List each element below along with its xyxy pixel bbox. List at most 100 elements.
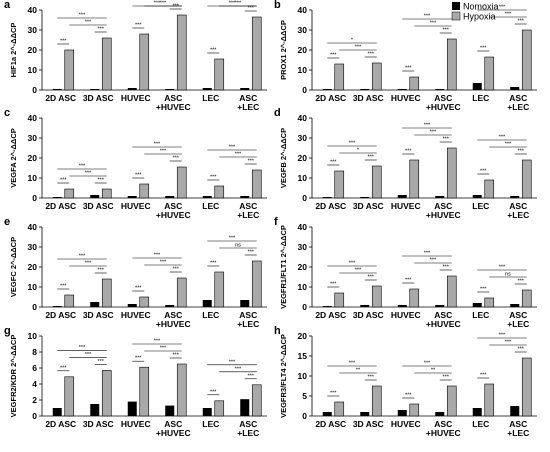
bar-normoxia bbox=[202, 88, 212, 90]
bar-hypoxia bbox=[251, 169, 262, 199]
bar-normoxia bbox=[202, 300, 212, 307]
significance-label: *** bbox=[480, 169, 487, 175]
significance-label: *** bbox=[499, 333, 506, 339]
x-tick-label: HUVEC bbox=[121, 310, 151, 320]
bar-normoxia bbox=[127, 88, 137, 90]
significance-label: *** bbox=[173, 267, 180, 273]
y-tick-label: 10 bbox=[28, 282, 38, 292]
bar-hypoxia bbox=[334, 401, 345, 417]
significance-label: *** bbox=[330, 160, 337, 166]
significance-label: *** bbox=[235, 366, 242, 372]
x-tick-label: HUVEC bbox=[391, 201, 421, 211]
legend-label-normoxia: Nomoxia bbox=[463, 2, 499, 12]
bar-hypoxia bbox=[521, 159, 532, 199]
significance-label: *** bbox=[368, 155, 375, 161]
significance-label: *** bbox=[135, 286, 142, 292]
y-tick-label: 30 bbox=[298, 133, 308, 143]
x-tick-label: ASC +LEC bbox=[237, 201, 259, 220]
y-tick-label: 40 bbox=[28, 5, 38, 15]
bar-normoxia bbox=[397, 305, 407, 307]
y-tick-label: 6 bbox=[32, 363, 37, 373]
y-tick-label: 10 bbox=[298, 282, 308, 292]
bar-hypoxia bbox=[446, 275, 457, 308]
bar-normoxia bbox=[90, 404, 100, 416]
x-tick-label: 3D ASC bbox=[83, 310, 114, 320]
bar-normoxia bbox=[240, 399, 250, 416]
y-tick-label: 40 bbox=[298, 5, 308, 15]
bar-hypoxia bbox=[409, 159, 420, 199]
x-tick-label: 3D ASC bbox=[83, 419, 114, 429]
significance-label: *** bbox=[210, 389, 217, 395]
bar-normoxia bbox=[510, 196, 520, 198]
y-tick-label: 20 bbox=[28, 153, 38, 163]
bar-hypoxia bbox=[409, 288, 420, 308]
bar-hypoxia bbox=[214, 185, 225, 199]
bar-hypoxia bbox=[521, 289, 532, 308]
significance-label: *** bbox=[60, 39, 67, 45]
y-tick-label: 30 bbox=[28, 25, 38, 35]
significance-label: *** bbox=[405, 393, 412, 399]
significance-label: *** bbox=[60, 178, 67, 184]
significance-label: * bbox=[357, 148, 360, 154]
significance-label: *** bbox=[229, 359, 236, 365]
y-tick-label: 20 bbox=[298, 45, 308, 55]
bar-normoxia bbox=[472, 408, 482, 416]
y-axis-label: VEGFB 2^-ΔΔCP bbox=[279, 128, 288, 188]
significance-label: ns bbox=[505, 272, 511, 278]
significance-label: *** bbox=[368, 375, 375, 381]
significance-label: *** bbox=[235, 152, 242, 158]
bar-normoxia bbox=[165, 196, 175, 198]
significance-label: *** bbox=[424, 14, 431, 20]
bar-normoxia bbox=[322, 197, 332, 198]
bar-normoxia bbox=[52, 197, 62, 198]
significance-label: *** bbox=[173, 4, 180, 10]
significance-label: *** bbox=[518, 149, 525, 155]
panel-b: b PROX1 2^-ΔΔCP 0 10 20 30 40 2D ASC 3D ASC HUVEC… bbox=[274, 0, 537, 112]
significance-label: *** bbox=[430, 258, 437, 264]
bar-hypoxia bbox=[334, 292, 345, 308]
significance-label: *** bbox=[349, 261, 356, 267]
significance-label: *** bbox=[79, 254, 86, 260]
y-tick-label: 40 bbox=[298, 113, 308, 123]
significance-label: *** bbox=[405, 149, 412, 155]
significance-label: *** bbox=[85, 352, 92, 358]
panel-letter: e bbox=[4, 216, 10, 228]
x-tick-label: ASC +LEC bbox=[237, 93, 259, 112]
x-tick-label: ASC +LEC bbox=[507, 310, 529, 329]
significance-label: *** bbox=[355, 45, 362, 51]
significance-label: *** bbox=[154, 142, 161, 148]
significance-label: *** bbox=[160, 346, 167, 352]
x-tick-label: 3D ASC bbox=[353, 93, 384, 103]
bar-hypoxia bbox=[371, 165, 382, 199]
bar-normoxia bbox=[240, 300, 250, 307]
legend: Nomoxia Hypoxia bbox=[451, 2, 499, 22]
bar-hypoxia bbox=[214, 400, 225, 417]
bar-normoxia bbox=[240, 88, 250, 90]
significance-label: *** bbox=[210, 48, 217, 54]
significance-label: *** bbox=[480, 287, 487, 293]
y-tick-label: 10 bbox=[28, 65, 38, 75]
x-tick-label: 2D ASC bbox=[45, 93, 76, 103]
significance-label: *** bbox=[443, 375, 450, 381]
x-tick-label: LEC bbox=[202, 419, 219, 429]
bar-normoxia bbox=[360, 197, 370, 198]
y-tick-label: 40 bbox=[298, 222, 308, 232]
bar-hypoxia bbox=[176, 166, 187, 199]
significance-label: *** bbox=[79, 345, 86, 351]
x-tick-label: HUVEC bbox=[391, 93, 421, 103]
y-tick-label: 5 bbox=[302, 391, 307, 401]
legend-label-hypoxia: Hypoxia bbox=[463, 12, 496, 22]
y-tick-label: 10 bbox=[28, 331, 38, 341]
x-tick-label: HUVEC bbox=[391, 419, 421, 429]
significance-label: *** bbox=[368, 275, 375, 281]
bar-normoxia bbox=[360, 412, 370, 416]
panel-letter: d bbox=[274, 107, 281, 119]
significance-label: *** bbox=[499, 5, 506, 11]
x-tick-label: ASC +LEC bbox=[507, 201, 529, 220]
bar-hypoxia bbox=[409, 403, 420, 417]
x-tick-label: 2D ASC bbox=[315, 310, 346, 320]
significance-label: *** bbox=[430, 130, 437, 136]
significance-label: *** bbox=[248, 6, 255, 12]
bar-normoxia bbox=[127, 304, 137, 307]
x-tick-label: HUVEC bbox=[121, 201, 151, 211]
